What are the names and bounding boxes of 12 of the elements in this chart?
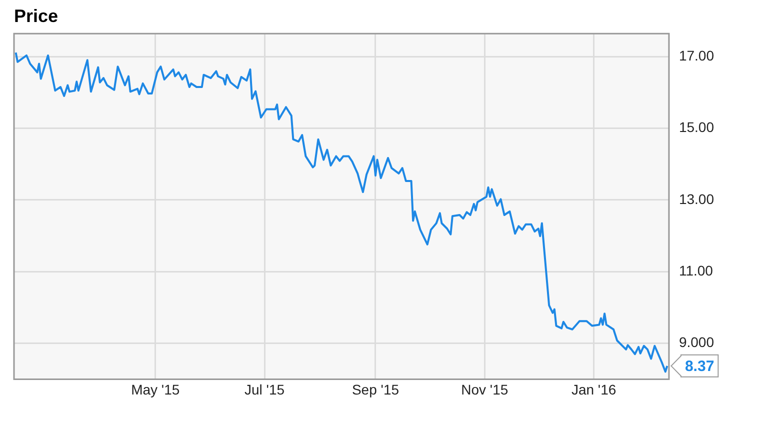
y-tick-label: 17.00 <box>678 47 714 64</box>
x-tick-label: Sep '15 <box>352 381 400 398</box>
x-tick-label: Jul '15 <box>244 381 285 398</box>
x-tick-label: May '15 <box>131 381 180 398</box>
y-tick-label: 13.00 <box>678 190 714 207</box>
annotation: 8.37 <box>684 358 714 376</box>
y-tick-label: 11.00 <box>678 262 714 279</box>
y-tick-label: 15.00 <box>678 119 714 136</box>
x-tick-label: Jan '16 <box>571 381 616 398</box>
y-tick-label: 9.000 <box>678 334 714 350</box>
chart-title: Price <box>14 6 58 26</box>
x-tick-label: Nov '15 <box>461 381 508 398</box>
